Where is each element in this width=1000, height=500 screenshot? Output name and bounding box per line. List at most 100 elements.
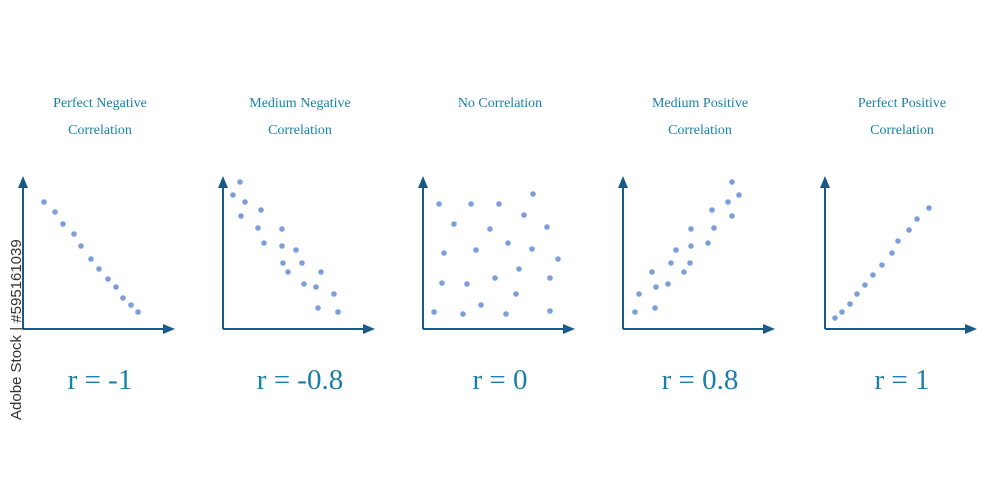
data-point [261, 240, 267, 246]
watermark: Adobe Stock | #595161039 [8, 239, 25, 420]
data-point [729, 179, 735, 185]
data-point [237, 179, 243, 185]
data-point [279, 243, 285, 249]
data-point [652, 305, 658, 311]
data-point [729, 213, 735, 219]
chart-title: Medium Positive Correlation [600, 90, 800, 144]
data-point [280, 260, 286, 266]
data-point [487, 226, 493, 232]
data-point [464, 281, 470, 287]
data-point [906, 227, 912, 233]
correlation-value: r = 1 [874, 364, 930, 396]
data-point [293, 247, 299, 253]
data-point [688, 226, 694, 232]
data-point [230, 192, 236, 198]
data-point [478, 302, 484, 308]
data-point [451, 221, 457, 227]
y-axis-arrow-icon [418, 176, 428, 188]
data-point [105, 276, 111, 282]
data-point [331, 291, 337, 297]
data-point [668, 260, 674, 266]
data-point [705, 240, 711, 246]
scatter-plot [618, 176, 775, 334]
data-point [299, 260, 305, 266]
correlation-value: r = -1 [67, 364, 133, 396]
data-point [439, 280, 445, 286]
chart-title-line: Correlation [268, 123, 332, 138]
data-point [870, 272, 876, 278]
data-point [530, 191, 536, 197]
scatter-panel: Perfect Positive Correlation r = 1 [802, 0, 1000, 500]
data-point [313, 284, 319, 290]
x-axis-arrow-icon [363, 324, 375, 334]
x-axis-arrow-icon [163, 324, 175, 334]
y-axis-arrow-icon [18, 176, 28, 188]
chart-title: Medium Negative Correlation [200, 90, 400, 144]
data-point [473, 247, 479, 253]
chart-title-line: Medium Positive [651, 96, 749, 111]
scatter-panel: Medium Positive Correlation r = 0.8 [600, 0, 800, 500]
data-point [255, 225, 261, 231]
chart-title: No Correlation [400, 90, 600, 144]
data-point [547, 275, 553, 281]
data-point [503, 311, 509, 317]
data-point [279, 226, 285, 232]
data-point [41, 199, 47, 205]
data-point [632, 309, 638, 315]
x-axis-arrow-icon [563, 324, 575, 334]
x-axis-arrow-icon [763, 324, 775, 334]
data-point [52, 209, 58, 215]
scatter-plot [218, 176, 375, 334]
correlation-value: r = 0 [472, 364, 528, 396]
data-point [96, 266, 102, 272]
scatter-panel: No Correlation r = 0 [400, 0, 600, 500]
data-point [653, 284, 659, 290]
data-point [547, 308, 553, 314]
data-point [529, 246, 535, 252]
data-point [301, 281, 307, 287]
y-axis-arrow-icon [218, 176, 228, 188]
data-point [505, 240, 511, 246]
scatter-plot [18, 176, 175, 334]
chart-title-line: Correlation [870, 123, 934, 138]
correlation-value: r = 0.8 [661, 364, 739, 396]
data-point [513, 291, 519, 297]
correlation-value: r = -0.8 [256, 364, 344, 396]
data-point [725, 199, 731, 205]
data-point [832, 315, 838, 321]
data-point [71, 231, 77, 237]
data-point [78, 243, 84, 249]
chart-title: Perfect Positive Correlation [802, 90, 1000, 144]
data-point [544, 224, 550, 230]
data-point [736, 192, 742, 198]
chart-title: Perfect Negative Correlation [0, 90, 200, 144]
scatter-plot [820, 176, 977, 334]
data-point [521, 212, 527, 218]
data-point [436, 201, 442, 207]
chart-title-line: Correlation [668, 123, 732, 138]
data-point [113, 284, 119, 290]
data-point [441, 250, 447, 256]
data-point [879, 262, 885, 268]
data-point [681, 269, 687, 275]
data-point [135, 309, 141, 315]
data-point [315, 305, 321, 311]
data-point [895, 238, 901, 244]
data-point [926, 205, 932, 211]
data-point [709, 207, 715, 213]
data-point [665, 281, 671, 287]
data-point [711, 225, 717, 231]
data-point [854, 291, 860, 297]
chart-title-line: No Correlation [457, 96, 543, 111]
data-point [516, 266, 522, 272]
data-point [431, 309, 437, 315]
scatter-plot [418, 176, 575, 334]
data-point [318, 269, 324, 275]
data-point [649, 269, 655, 275]
data-point [492, 275, 498, 281]
data-point [258, 207, 264, 213]
data-point [636, 291, 642, 297]
data-point [128, 302, 134, 308]
data-point [120, 295, 126, 301]
data-point [60, 221, 66, 227]
